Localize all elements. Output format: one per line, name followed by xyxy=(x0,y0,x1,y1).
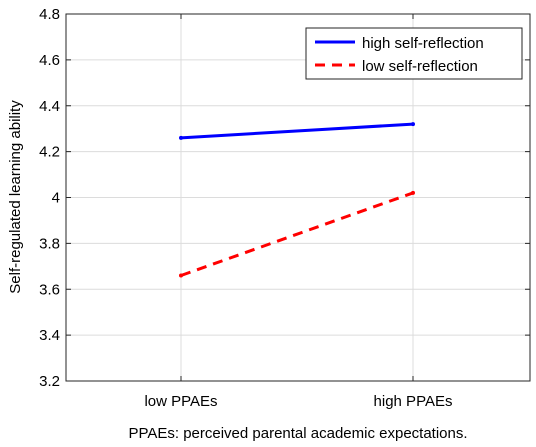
series-line-low-self-reflection xyxy=(180,191,414,277)
series-layer xyxy=(179,122,415,278)
data-point-low-self-reflection xyxy=(179,273,183,278)
legend-box xyxy=(305,27,523,80)
y-tick-label: 4 xyxy=(52,190,60,207)
y-tick-label: 4.2 xyxy=(39,144,60,161)
y-axis-label: Self-regulated learning ability xyxy=(7,100,24,294)
axis-ticks: 3.2 3.4 3.6 3.8 4 4.2 4.4 4.6 4.8 low PPAEs high P… xyxy=(39,6,530,410)
data-point-high-self-reflection xyxy=(411,122,415,127)
y-tick-label: 4.6 xyxy=(39,52,60,69)
y-tick-label: 4.4 xyxy=(39,98,60,115)
y-tick-label: 3.8 xyxy=(39,235,60,252)
x-tick-label: low PPAEs xyxy=(144,393,217,410)
legend: high self-reflection low self-reflection xyxy=(305,27,523,80)
y-tick-label: 3.4 xyxy=(39,327,60,344)
y-tick-label: 3.2 xyxy=(39,373,60,390)
y-tick-label: 3.6 xyxy=(39,281,60,298)
y-tick-label: 4.8 xyxy=(39,6,60,23)
legend-label-low-self-reflection: low self-reflection xyxy=(362,58,478,75)
data-point-low-self-reflection xyxy=(411,190,415,195)
series-line-high-self-reflection xyxy=(180,122,414,140)
data-point-high-self-reflection xyxy=(179,135,183,140)
x-axis-label: PPAEs: perceived parental academic expec… xyxy=(128,425,467,442)
x-tick-label: high PPAEs xyxy=(374,393,453,410)
legend-label-high-self-reflection: high self-reflection xyxy=(362,35,484,52)
